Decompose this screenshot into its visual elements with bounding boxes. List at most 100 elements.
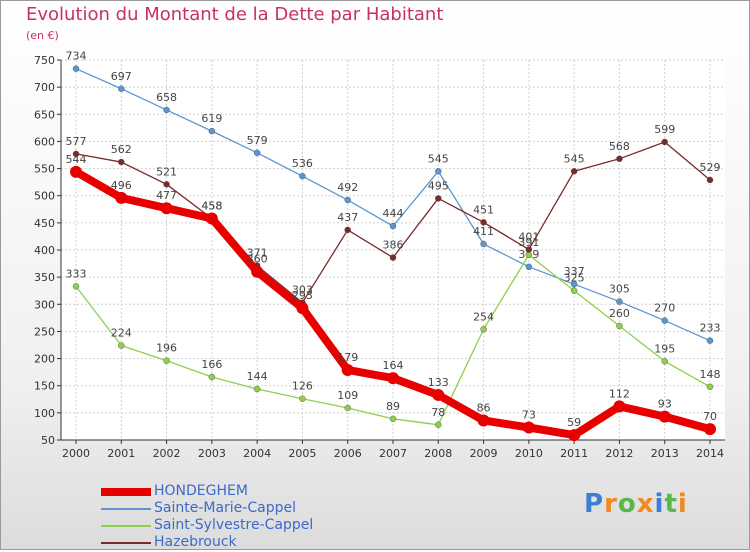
x-tick-label: 2003 xyxy=(198,447,226,460)
data-point-sainte-marie-cappel xyxy=(299,172,306,180)
data-label-hazebrouck: 386 xyxy=(383,239,404,252)
y-tick-label: 50 xyxy=(41,434,55,447)
y-tick-label: 600 xyxy=(34,135,55,148)
logo-letter: i xyxy=(654,489,665,519)
data-label-hondeghem: 112 xyxy=(609,387,630,400)
y-tick-label: 700 xyxy=(34,81,55,94)
legend-swatch-hondeghem xyxy=(101,488,151,496)
proxiti-logo: Proxiti xyxy=(584,489,688,519)
data-point-saint-sylvestre-cappel xyxy=(208,373,216,381)
data-point-sainte-marie-cappel xyxy=(435,168,442,175)
chart-title: Evolution du Montant de la Dette par Hab… xyxy=(26,4,444,25)
data-label-hondeghem: 86 xyxy=(477,401,491,414)
data-label-sainte-marie-cappel: 579 xyxy=(247,134,268,147)
data-point-sainte-marie-cappel xyxy=(253,149,261,157)
legend-label-sainte-marie-cappel: Sainte-Marie-Cappel xyxy=(154,500,296,516)
data-point-sainte-marie-cappel xyxy=(72,65,80,72)
data-label-hazebrouck: 451 xyxy=(473,203,494,216)
data-point-saint-sylvestre-cappel xyxy=(118,342,125,349)
data-label-saint-sylvestre-cappel: 195 xyxy=(654,342,675,355)
data-label-saint-sylvestre-cappel: 166 xyxy=(201,358,222,371)
data-label-hazebrouck: 495 xyxy=(428,179,449,192)
data-label-saint-sylvestre-cappel: 126 xyxy=(292,380,313,393)
data-point-sainte-marie-cappel xyxy=(389,222,397,230)
data-label-saint-sylvestre-cappel: 333 xyxy=(66,267,87,280)
data-point-hondeghem xyxy=(568,429,581,442)
data-point-hondeghem xyxy=(387,372,399,385)
data-label-hondeghem: 179 xyxy=(337,351,358,364)
data-point-saint-sylvestre-cappel xyxy=(163,357,170,364)
data-point-hazebrouck xyxy=(118,158,125,166)
data-point-sainte-marie-cappel xyxy=(525,263,533,271)
data-point-sainte-marie-cappel xyxy=(706,337,714,344)
data-label-hondeghem: 544 xyxy=(66,153,87,166)
data-label-sainte-marie-cappel: 492 xyxy=(337,181,358,194)
logo-letter: P xyxy=(584,489,605,519)
data-label-sainte-marie-cappel: 619 xyxy=(201,112,222,125)
data-label-sainte-marie-cappel: 734 xyxy=(66,50,87,63)
data-point-hazebrouck xyxy=(72,150,80,158)
data-label-sainte-marie-cappel: 697 xyxy=(111,70,132,83)
data-point-hondeghem xyxy=(115,191,128,204)
data-point-hondeghem xyxy=(160,202,173,215)
data-label-hondeghem: 59 xyxy=(567,416,581,429)
x-tick-label: 2000 xyxy=(62,447,90,460)
data-point-saint-sylvestre-cappel xyxy=(299,395,306,402)
data-label-hondeghem: 496 xyxy=(111,179,132,192)
x-tick-label: 2004 xyxy=(243,447,271,460)
data-point-saint-sylvestre-cappel xyxy=(480,326,487,333)
data-label-hazebrouck: 577 xyxy=(66,135,87,148)
legend-label-hazebrouck: Hazebrouck xyxy=(154,534,237,550)
data-label-hondeghem: 93 xyxy=(658,398,672,411)
data-label-hondeghem: 73 xyxy=(522,409,536,422)
data-point-hazebrouck xyxy=(163,181,170,188)
data-point-hazebrouck xyxy=(706,176,714,184)
logo-letter: t xyxy=(664,489,678,519)
data-label-sainte-marie-cappel: 305 xyxy=(609,283,630,296)
y-tick-label: 200 xyxy=(34,353,55,366)
data-label-sainte-marie-cappel: 444 xyxy=(383,207,404,220)
data-label-hazebrouck: 303 xyxy=(292,284,313,297)
data-label-saint-sylvestre-cappel: 325 xyxy=(564,272,585,285)
data-label-hazebrouck: 371 xyxy=(247,247,268,260)
data-point-saint-sylvestre-cappel xyxy=(389,415,397,423)
data-label-sainte-marie-cappel: 233 xyxy=(700,322,721,335)
chart-subtitle: (en €) xyxy=(26,29,59,42)
data-point-saint-sylvestre-cappel xyxy=(661,358,668,365)
data-point-sainte-marie-cappel xyxy=(163,106,170,114)
data-point-saint-sylvestre-cappel xyxy=(570,287,578,294)
data-point-saint-sylvestre-cappel xyxy=(72,283,80,290)
data-label-hondeghem: 458 xyxy=(201,200,222,213)
data-label-hazebrouck: 521 xyxy=(156,165,177,178)
data-point-hondeghem xyxy=(477,414,490,427)
y-tick-label: 350 xyxy=(34,271,55,284)
data-point-hondeghem xyxy=(658,410,671,423)
legend-swatch-sainte-marie-cappel xyxy=(101,508,151,510)
y-tick-label: 400 xyxy=(34,244,55,257)
data-label-hazebrouck: 545 xyxy=(564,152,585,165)
data-point-hondeghem xyxy=(251,265,264,278)
data-point-hazebrouck xyxy=(616,155,623,163)
data-label-saint-sylvestre-cappel: 196 xyxy=(156,342,177,355)
x-tick-label: 2011 xyxy=(560,447,588,460)
x-tick-label: 2012 xyxy=(605,447,633,460)
y-tick-label: 250 xyxy=(34,325,55,338)
data-point-hazebrouck xyxy=(525,246,533,253)
x-tick-label: 2013 xyxy=(651,447,679,460)
data-point-saint-sylvestre-cappel xyxy=(525,251,533,259)
data-point-sainte-marie-cappel xyxy=(570,281,578,288)
data-point-saint-sylvestre-cappel xyxy=(253,385,261,393)
data-label-hazebrouck: 401 xyxy=(518,230,539,243)
logo-letter: o xyxy=(617,489,637,519)
legend-label-saint-sylvestre-cappel: Saint-Sylvestre-Cappel xyxy=(154,517,314,533)
legend-swatch-saint-sylvestre-cappel xyxy=(101,525,151,527)
data-label-sainte-marie-cappel: 337 xyxy=(564,265,585,278)
data-label-hazebrouck: 599 xyxy=(654,123,675,136)
x-tick-label: 2005 xyxy=(288,447,316,460)
data-point-hondeghem xyxy=(341,363,354,376)
y-tick-label: 500 xyxy=(34,190,55,203)
data-label-hazebrouck: 529 xyxy=(700,161,721,174)
data-point-sainte-marie-cappel xyxy=(616,298,623,305)
data-point-sainte-marie-cappel xyxy=(480,240,487,248)
data-point-hondeghem xyxy=(70,165,82,178)
